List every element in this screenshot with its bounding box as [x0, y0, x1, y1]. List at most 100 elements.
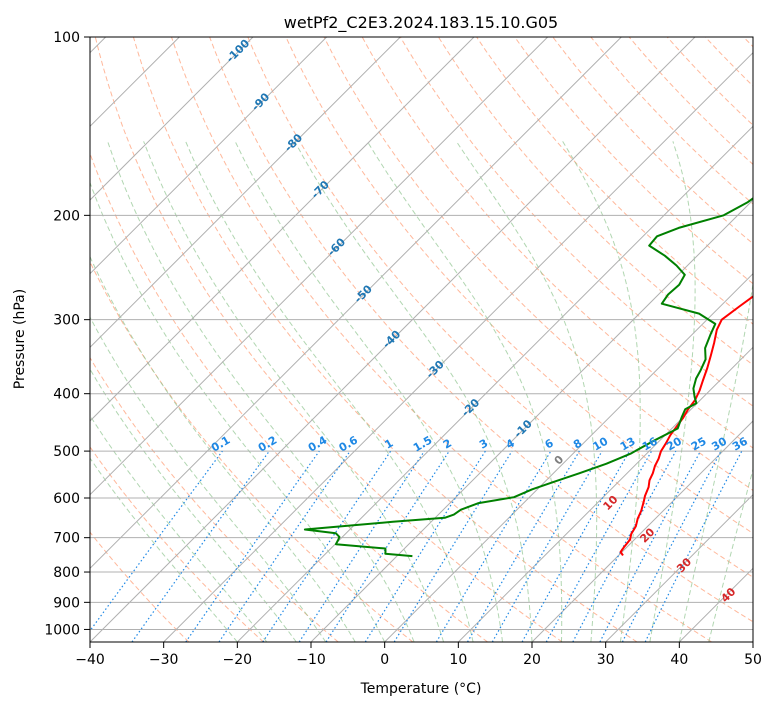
isotherm [163, 51, 753, 642]
dry-adiabat [90, 356, 339, 642]
isotherm [605, 493, 753, 642]
y-tick-label: 400 [53, 387, 80, 403]
mixing-ratio-line [325, 450, 450, 642]
isotherm [384, 272, 753, 642]
dry-adiabat [323, 37, 753, 491]
x-tick-label: 50 [744, 652, 762, 668]
y-tick-label: 100 [53, 30, 80, 46]
isotherm [90, 37, 696, 642]
mixing-ratio-line [435, 450, 552, 642]
isotherm-label: -90 [249, 90, 272, 113]
moist-adiabat [90, 255, 356, 642]
y-axis-title: Pressure (hPa) [12, 289, 28, 389]
isotherm [236, 125, 753, 642]
mixing-ratio-label: 3 [477, 437, 490, 452]
isotherm-label: -80 [282, 131, 305, 154]
moist-adiabat [90, 414, 268, 642]
dry-adiabat [743, 37, 753, 48]
moist-adiabat [143, 141, 445, 642]
mixing-ratio-line [572, 450, 677, 642]
dry-adiabat [90, 152, 488, 642]
mixing-ratio-line [90, 450, 223, 632]
moist-adiabat [366, 141, 563, 642]
dry-adiabat [552, 37, 753, 245]
dry-adiabat [285, 37, 753, 534]
dry-adiabat [209, 37, 753, 623]
dewpoint-profile-line [303, 197, 753, 558]
dry-adiabat [590, 37, 753, 205]
isotherm [90, 37, 328, 275]
mixing-ratio-label: 4 [504, 436, 517, 451]
moist-adiabat [90, 368, 297, 642]
dry-adiabat [132, 37, 638, 642]
y-tick-label: 700 [53, 531, 80, 547]
isotherm [90, 37, 622, 570]
background-line-labels: -100-90-80-70-60-50-40-30-20-100.1 0.2 0.4… [209, 37, 750, 606]
isotherm [457, 346, 753, 642]
x-axis-title: Temperature (°C) [360, 681, 482, 697]
isotherm-label: -10 [512, 417, 535, 440]
x-tick-label: −20 [223, 652, 253, 668]
isotherm-label: -20 [459, 396, 482, 419]
dry-adiabat [476, 37, 753, 325]
mixing-ratio-line [621, 450, 722, 642]
x-tick-label: 20 [523, 652, 541, 668]
x-tick-label: −40 [75, 652, 105, 668]
chart-title: wetPf2_C2E3.2024.183.15.10.G05 [284, 13, 558, 33]
y-tick-label: 900 [53, 595, 80, 611]
dry-adiabat [361, 37, 753, 449]
temperature-profile-line [619, 295, 753, 556]
moist-adiabat [562, 141, 641, 642]
y-tick-label: 800 [53, 565, 80, 581]
isotherm-label: -70 [309, 178, 332, 201]
y-tick-label: 300 [53, 313, 80, 329]
mixing-ratio-line [131, 450, 270, 642]
moist-adiabat-label: 0 [552, 453, 567, 468]
isotherm [531, 420, 753, 642]
dry-adiabat [247, 37, 753, 578]
x-tick-label: 0 [380, 652, 389, 668]
mixing-ratio-line [491, 450, 603, 642]
y-tick-label: 500 [53, 444, 80, 460]
dry-adiabat [437, 37, 753, 366]
y-tick-label: 200 [53, 208, 80, 224]
mixing-ratio-line [466, 450, 580, 642]
dry-adiabat [90, 260, 414, 642]
moist-adiabat [90, 181, 386, 642]
isotherm [90, 37, 254, 201]
dry-adiabat [171, 37, 712, 642]
mixing-ratio-line [393, 450, 513, 642]
moist-adiabat [185, 141, 474, 642]
mixing-ratio-line [545, 450, 653, 642]
dry-adiabat [90, 531, 190, 642]
isotherm-label: -50 [352, 282, 375, 305]
x-tick-label: −10 [296, 652, 326, 668]
isotherm [310, 199, 753, 642]
mixing-ratio-label: 2 [441, 437, 454, 452]
mixing-ratio-label: 1 [382, 437, 395, 452]
dry-adiabat [666, 37, 753, 126]
y-axis: 100 200 300 400 500 600 700 800 900 1000 [44, 30, 90, 638]
moist-adiabat-label: 20 [637, 525, 657, 545]
x-tick-label: −30 [149, 652, 179, 668]
mixing-ratio-line [364, 450, 486, 642]
isotherm-label: -40 [380, 328, 403, 351]
background-lines [90, 37, 753, 642]
isotherm-label: -100 [224, 37, 253, 66]
profile-lines [303, 197, 753, 558]
mixing-ratio-line [185, 450, 320, 642]
dry-adiabat [399, 37, 753, 407]
mixing-ratio-line [218, 450, 351, 642]
mixing-ratio-line [521, 450, 631, 642]
y-tick-label: 600 [53, 491, 80, 507]
isotherm [90, 37, 475, 422]
y-tick-label: 1000 [44, 622, 80, 638]
isotherm [90, 37, 549, 496]
plot-frame [89, 36, 754, 643]
x-tick-label: 40 [670, 652, 688, 668]
isotherm [752, 641, 753, 642]
isotherm [90, 37, 401, 349]
isotherm-label: -60 [325, 235, 348, 258]
x-tick-label: 10 [449, 652, 467, 668]
